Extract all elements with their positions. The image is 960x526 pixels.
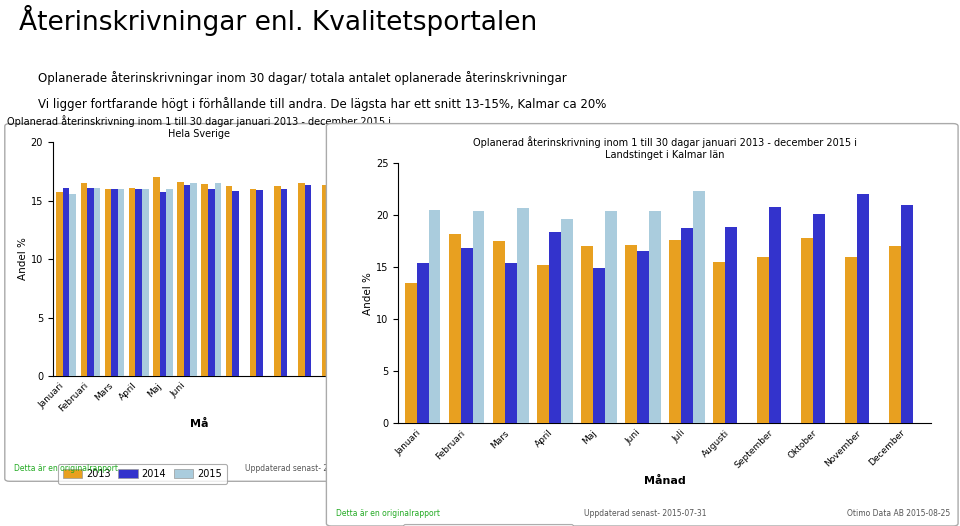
Bar: [93, 188, 100, 376]
Text: Detta är en originalrapport: Detta är en originalrapport: [14, 464, 118, 473]
Bar: [405, 283, 417, 423]
Bar: [105, 189, 111, 376]
Y-axis label: Andel %: Andel %: [364, 272, 373, 315]
Bar: [537, 265, 549, 423]
Text: Återinskrivningar enl. Kvalitetsportalen: Återinskrivningar enl. Kvalitetsportalen: [19, 5, 538, 36]
Bar: [693, 191, 705, 423]
Bar: [472, 211, 485, 423]
Legend: 2013, 2014, 2015: 2013, 2014, 2015: [403, 524, 572, 526]
Y-axis label: Andel %: Andel %: [18, 238, 28, 280]
Bar: [135, 189, 142, 376]
Title: Oplanerad återinskrivning inom 1 till 30 dagar januari 2013 - december 2015 i
La: Oplanerad återinskrivning inom 1 till 30…: [472, 136, 856, 160]
Bar: [305, 185, 311, 376]
Bar: [561, 219, 572, 423]
Bar: [159, 193, 166, 376]
Bar: [69, 194, 76, 376]
Bar: [153, 177, 159, 376]
Bar: [232, 191, 239, 376]
Text: Uppdaterad senast- 2015-07-31: Uppdaterad senast- 2015-07-31: [584, 509, 707, 518]
Bar: [669, 240, 681, 423]
Bar: [649, 211, 660, 423]
Bar: [757, 257, 769, 423]
Bar: [625, 245, 636, 423]
Bar: [549, 232, 561, 423]
Bar: [118, 189, 124, 376]
Bar: [202, 184, 208, 376]
Bar: [593, 268, 605, 423]
Bar: [57, 193, 62, 376]
Bar: [801, 238, 813, 423]
Bar: [516, 208, 529, 423]
Bar: [713, 262, 725, 423]
Bar: [87, 188, 93, 376]
Bar: [81, 183, 87, 376]
Bar: [215, 183, 221, 376]
Bar: [845, 257, 857, 423]
Bar: [492, 241, 505, 423]
Legend: 2013, 2014, 2015: 2013, 2014, 2015: [58, 464, 227, 483]
Bar: [323, 185, 329, 376]
Bar: [889, 246, 901, 423]
Bar: [280, 189, 287, 376]
Bar: [183, 185, 190, 376]
Bar: [129, 188, 135, 376]
Bar: [581, 246, 593, 423]
Bar: [190, 183, 197, 376]
Bar: [857, 194, 869, 423]
X-axis label: Må: Må: [190, 419, 208, 429]
Text: Detta är en originalrapport: Detta är en originalrapport: [336, 509, 440, 518]
Bar: [681, 228, 693, 423]
Bar: [166, 189, 173, 376]
Bar: [505, 263, 516, 423]
Bar: [636, 250, 649, 423]
Bar: [605, 211, 616, 423]
Bar: [250, 189, 256, 376]
Bar: [275, 187, 280, 376]
Bar: [142, 189, 149, 376]
Bar: [62, 188, 69, 376]
Bar: [901, 205, 913, 423]
Bar: [813, 214, 825, 423]
Bar: [178, 182, 183, 376]
Bar: [299, 183, 305, 376]
Bar: [461, 248, 472, 423]
Text: Oplanerade återinskrivningar inom 30 dagar/ totala antalet oplanerade återinskri: Oplanerade återinskrivningar inom 30 dag…: [38, 71, 567, 85]
Bar: [256, 190, 263, 376]
Title: Oplanerad återinskrivning inom 1 till 30 dagar januari 2013 - december 2015 i He: Oplanerad återinskrivning inom 1 till 30…: [7, 115, 392, 139]
Bar: [111, 189, 118, 376]
Bar: [417, 263, 428, 423]
Text: Uppdaterad senast- 2014-0: Uppdaterad senast- 2014-0: [245, 464, 350, 473]
Bar: [226, 187, 232, 376]
Bar: [208, 189, 215, 376]
Text: Otimo Data AB 2015-08-25: Otimo Data AB 2015-08-25: [847, 509, 950, 518]
Bar: [428, 210, 441, 423]
Bar: [725, 227, 736, 423]
Bar: [769, 207, 780, 423]
X-axis label: Månad: Månad: [644, 476, 685, 486]
Bar: [449, 234, 461, 423]
Text: Vi ligger fortfarande högt i förhållande till andra. De lägsta har ett snitt 13-: Vi ligger fortfarande högt i förhållande…: [38, 97, 607, 112]
Bar: [329, 188, 336, 376]
